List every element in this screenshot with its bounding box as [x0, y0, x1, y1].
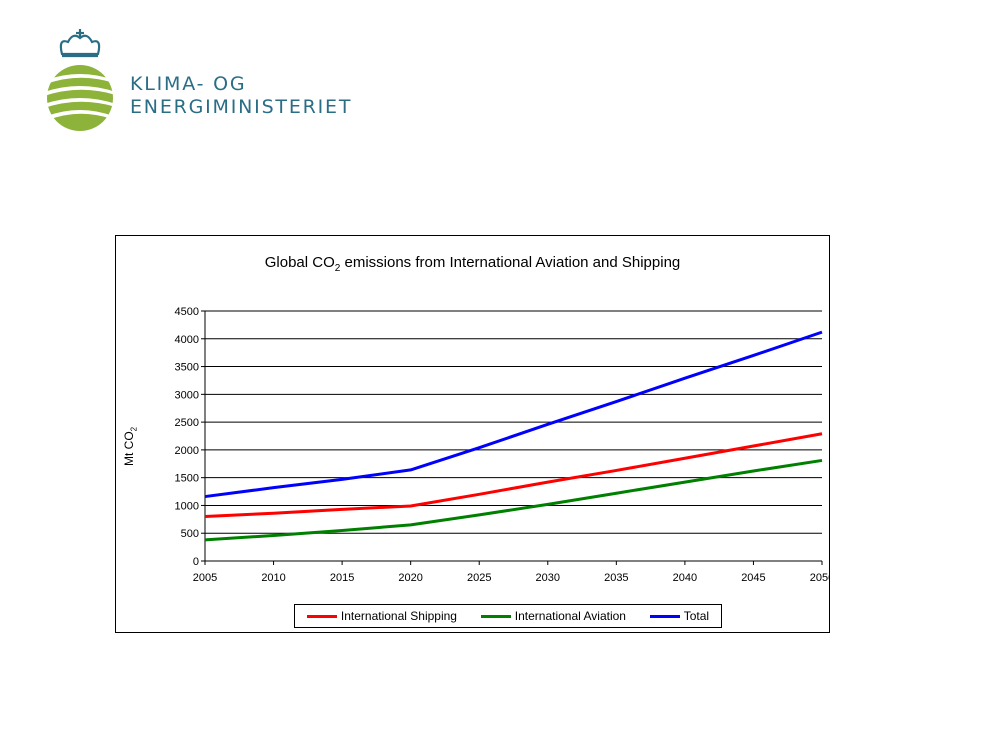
logo-wordmark: KLIMA- OG ENERGIMINISTERIET: [130, 73, 352, 119]
y-tick-label: 4500: [175, 306, 199, 318]
series-line-0: [204, 432, 823, 519]
x-tick-label: 2030: [536, 572, 560, 584]
y-tick-label: 3500: [175, 362, 199, 374]
x-tick-label: 2005: [193, 572, 217, 584]
series-line-1: [204, 458, 823, 542]
y-tick-label: 4000: [175, 334, 199, 346]
legend-label: Total: [683, 609, 710, 623]
crown-globe-icon: [44, 29, 116, 131]
legend: International Shipping International Avia…: [294, 604, 722, 628]
plot-area: 0 500 1000 1500 2000 2500 3000 3500 4000 4500 2005…: [175, 306, 829, 584]
y-tick-label: 0: [193, 556, 199, 568]
x-tick-label: 2010: [261, 572, 285, 584]
chart-title-suffix: emissions from International Aviation an…: [340, 254, 681, 271]
legend-swatch: [480, 614, 511, 618]
y-tick-label: 2500: [175, 417, 199, 429]
chart-frame: Global CO2 emissions from International …: [115, 235, 830, 633]
y-tick-label: 500: [181, 528, 199, 540]
chart-title: Global CO2 emissions from International …: [116, 254, 829, 274]
logo-line-1: KLIMA- OG: [130, 73, 247, 95]
series-line-2: [204, 330, 823, 499]
legend-swatch: [306, 614, 337, 618]
x-tick-label: 2020: [398, 572, 422, 584]
y-tick-label: 3000: [175, 389, 199, 401]
x-tick-label: 2040: [673, 572, 697, 584]
legend-item-2: Total: [649, 609, 710, 623]
y-tick-label: 2000: [175, 445, 199, 457]
x-tick-label: 2045: [741, 572, 765, 584]
legend-label: International Aviation: [514, 609, 626, 623]
x-tick-label: 2015: [330, 572, 354, 584]
x-tick-label: 2035: [604, 572, 628, 584]
logo: KLIMA- OG ENERGIMINISTERIET: [40, 28, 360, 138]
legend-item-0: International Shipping: [306, 609, 457, 623]
x-tick-label: 2025: [467, 572, 491, 584]
legend-swatch: [649, 614, 680, 618]
legend-item-1: International Aviation: [480, 609, 626, 623]
legend-label: International Shipping: [340, 609, 457, 623]
y-tick-label: 1500: [175, 473, 199, 485]
chart-title-prefix: Global CO: [264, 254, 335, 271]
y-tick-label: 1000: [175, 500, 199, 512]
logo-line-2: ENERGIMINISTERIET: [130, 96, 353, 118]
chart-title-subscript: 2: [334, 263, 341, 274]
